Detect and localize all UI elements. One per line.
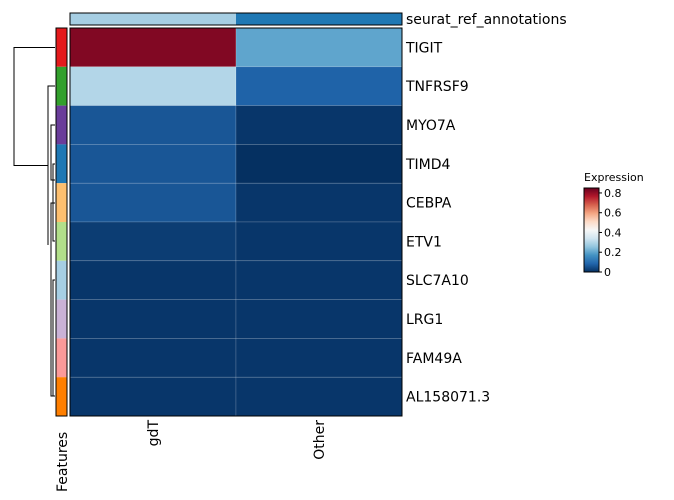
dendrogram-branch-5 (52, 163, 55, 242)
feature-color-SLC7A10 (56, 260, 67, 300)
heatmap-cell (69, 144, 237, 184)
heatmap-cell (69, 260, 237, 300)
feature-label: AL158071.3 (406, 390, 490, 406)
category-labels: gdT Other (146, 420, 328, 460)
feature-color-TIGIT (56, 28, 67, 67)
column-annotation-bar (69, 12, 403, 26)
legend-tick-label: 0.4 (604, 226, 622, 239)
feature-color-FAM49A (56, 338, 67, 378)
heatmap-cell (69, 299, 237, 339)
feature-label: LRG1 (406, 312, 443, 328)
category-label: gdT (146, 420, 162, 447)
legend-tick-label: 0.2 (604, 246, 622, 259)
heatmap-cell (235, 144, 403, 184)
dendrogram-branch-2 (47, 85, 55, 245)
heatmap-cell (235, 182, 403, 223)
annotation-cell-Other (236, 13, 402, 25)
annotation-border (69, 12, 403, 26)
heatmap-cells (69, 27, 403, 417)
feature-color-TNFRSF9 (56, 66, 67, 106)
heatmap-cell (235, 66, 403, 106)
feature-strip-border (55, 27, 68, 417)
feature-label: SLC7A10 (406, 273, 469, 289)
legend-color-bar (583, 187, 600, 273)
annotation-title: seurat_ref_annotations (406, 12, 567, 28)
row-dendrogram (13, 47, 55, 397)
feature-color-AL158071.3 (56, 377, 67, 416)
heatmap-cell (235, 105, 403, 145)
dendrogram-branch-6 (52, 279, 55, 397)
feature-labels: TIGIT TNFRSF9 MYO7A TIMD4 CEBPA ETV1 SLC7A10 LR… (405, 40, 490, 405)
heatmap-cell (69, 105, 237, 145)
legend-tick-label: 0.6 (604, 207, 622, 220)
heatmap-cell (235, 376, 403, 417)
dendrogram-branch-top (13, 47, 55, 166)
feature-label: CEBPA (406, 196, 452, 212)
heatmap-cell (235, 260, 403, 300)
feature-label: TIGIT (405, 40, 443, 56)
legend-tick-label: 0.8 (604, 187, 622, 200)
category-label: Other (312, 420, 328, 460)
heatmap-cell (235, 221, 403, 262)
legend-ticks: 0 0.2 0.4 0.6 0.8 (599, 187, 622, 279)
feature-label: TIMD4 (405, 157, 451, 173)
heatmap-cell (235, 338, 403, 378)
features-axis-label: Features (55, 432, 71, 492)
heatmap-cell (69, 66, 237, 106)
feature-label: MYO7A (406, 118, 456, 134)
feature-color-MYO7A (56, 105, 67, 145)
heatmap-cell (69, 338, 237, 378)
feature-color-CEBPA (56, 183, 67, 222)
heatmap-cell (235, 27, 403, 68)
feature-color-ETV1 (56, 222, 67, 261)
feature-color-TIMD4 (56, 144, 67, 184)
feature-color-strip (55, 27, 68, 417)
heatmap-cell (69, 376, 237, 417)
feature-label: ETV1 (406, 234, 442, 250)
annotation-cell-gdT (70, 13, 236, 25)
heatmap-cell (235, 299, 403, 339)
feature-label: FAM49A (406, 351, 462, 367)
feature-color-LRG1 (56, 299, 67, 339)
heatmap-cell (69, 182, 237, 223)
heatmap-border (69, 27, 403, 417)
feature-label: TNFRSF9 (405, 79, 469, 95)
heatmap-cell (69, 27, 237, 68)
legend-title: Expression (584, 171, 644, 184)
legend-tick-label: 0 (604, 266, 611, 279)
heatmap-cell (69, 221, 237, 262)
